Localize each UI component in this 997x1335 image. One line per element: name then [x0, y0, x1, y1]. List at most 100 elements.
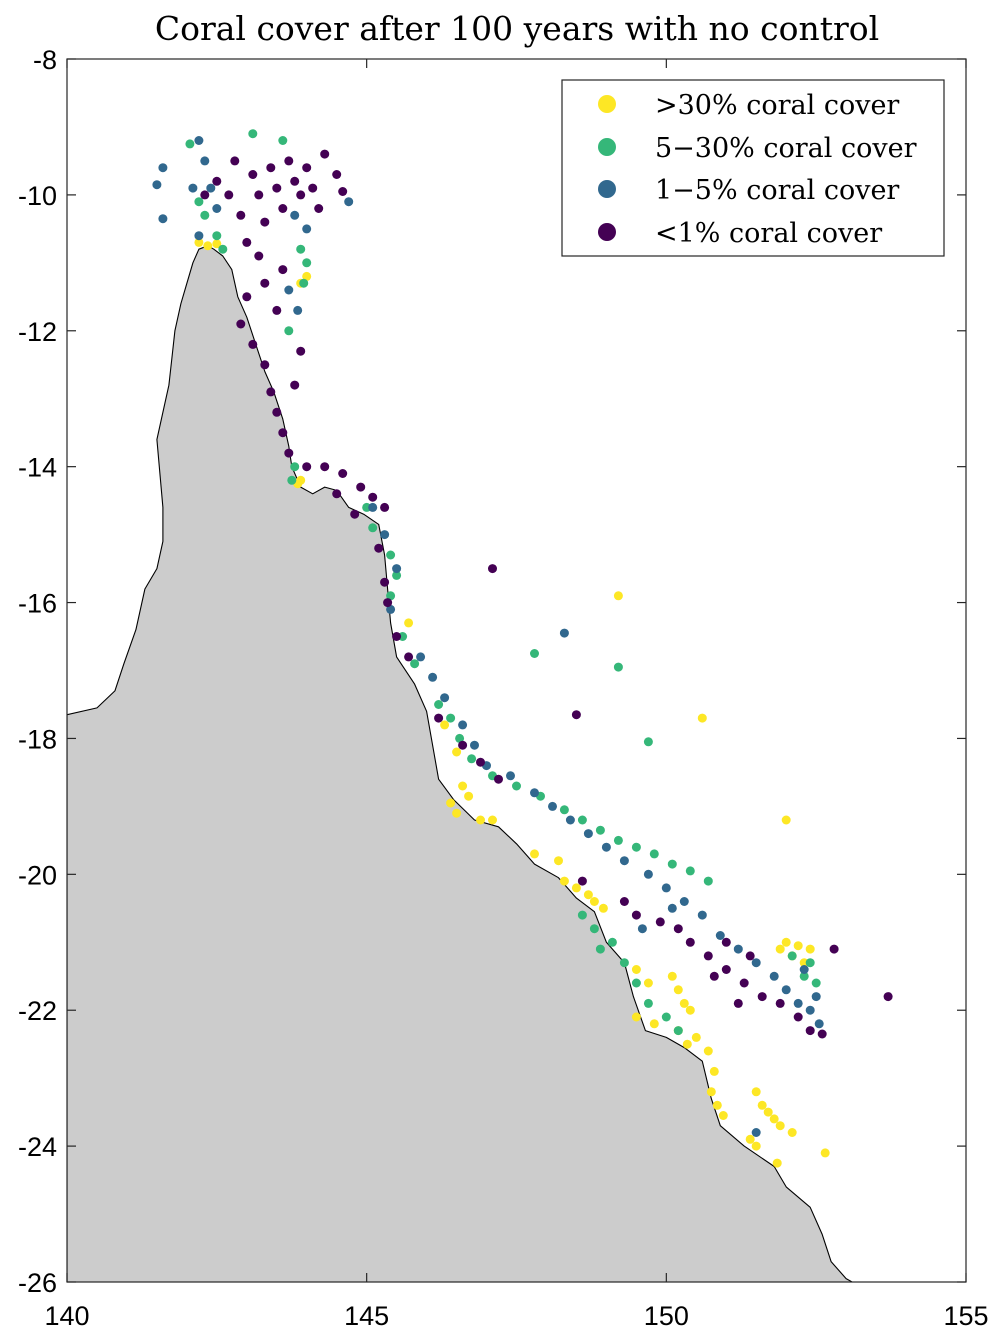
reef-point — [278, 136, 288, 145]
reef-point — [188, 183, 198, 193]
reef-point — [350, 509, 360, 519]
reef-point — [194, 197, 204, 207]
reef-point — [829, 944, 839, 954]
reef-point — [661, 883, 671, 893]
reef-point — [577, 815, 587, 825]
reef-point — [772, 1158, 782, 1168]
reef-point — [506, 771, 515, 781]
reef-point — [613, 835, 623, 845]
reef-point — [643, 978, 653, 988]
reef-point — [290, 462, 300, 472]
reef-point — [679, 998, 689, 1008]
reef-point — [601, 842, 611, 852]
reef-point — [548, 801, 557, 811]
reef-point — [805, 958, 815, 968]
reef-point — [751, 958, 761, 968]
y-tick-label: -22 — [18, 996, 57, 1026]
reef-point — [751, 1087, 761, 1097]
reef-point — [739, 978, 749, 988]
reef-point — [685, 1005, 695, 1015]
reef-point — [458, 740, 468, 750]
reef-point — [266, 163, 276, 173]
reef-point — [452, 808, 462, 818]
reef-point — [467, 754, 477, 764]
reef-point — [583, 890, 593, 900]
reef-point — [814, 1019, 824, 1029]
reef-point — [452, 747, 462, 757]
reef-point — [559, 628, 569, 638]
reef-point — [248, 129, 258, 139]
reef-point — [637, 924, 647, 934]
reef-point — [284, 326, 294, 336]
y-tick-label: -16 — [18, 589, 57, 619]
y-tick-label: -14 — [18, 453, 57, 483]
reef-point — [383, 598, 393, 608]
reef-point — [272, 183, 282, 193]
reef-point — [236, 319, 246, 329]
reef-point — [302, 462, 312, 472]
reef-point — [703, 876, 713, 886]
reef-point — [302, 224, 312, 234]
reef-point — [254, 190, 264, 200]
reef-point — [254, 251, 264, 261]
reef-point — [230, 156, 240, 166]
reef-point — [392, 570, 402, 580]
reef-point — [649, 849, 659, 859]
y-tick-label: -8 — [33, 45, 57, 75]
reef-point — [763, 1107, 773, 1117]
reef-point — [775, 944, 785, 954]
reef-point — [308, 183, 318, 193]
reef-point — [781, 937, 791, 947]
reef-point — [583, 829, 593, 839]
reef-point — [458, 781, 468, 791]
reef-point — [595, 944, 605, 954]
reef-point — [679, 897, 689, 906]
reef-point — [296, 244, 306, 254]
reef-point — [718, 1111, 728, 1120]
x-tick-label: 140 — [44, 1301, 89, 1331]
reef-point — [712, 1100, 722, 1110]
reef-point — [607, 937, 617, 947]
reef-point — [757, 1100, 767, 1110]
reef-point — [440, 693, 450, 703]
reef-point — [302, 258, 312, 268]
reef-point — [278, 204, 288, 213]
reef-point — [476, 815, 485, 825]
y-tick-label: -26 — [18, 1268, 57, 1298]
reef-point — [242, 237, 252, 247]
reef-point — [212, 204, 222, 213]
reef-point — [745, 951, 755, 961]
reef-point — [194, 136, 204, 145]
reef-point — [212, 231, 222, 241]
reef-point — [302, 163, 312, 173]
reef-point — [296, 475, 306, 485]
reef-point — [631, 965, 641, 974]
reef-point — [446, 713, 456, 723]
reef-point — [793, 998, 803, 1008]
reef-point — [368, 492, 378, 502]
reef-point — [278, 265, 288, 275]
reef-point — [799, 965, 809, 974]
reef-point — [494, 774, 503, 784]
reef-point — [200, 190, 210, 200]
reef-point — [488, 564, 497, 574]
reef-point — [793, 1012, 803, 1022]
reef-point — [392, 564, 402, 574]
reef-point — [757, 992, 767, 1002]
reef-point — [248, 339, 258, 349]
reef-point — [589, 924, 599, 934]
reef-point — [194, 231, 204, 241]
reef-point — [751, 1141, 761, 1151]
reef-point — [805, 1005, 815, 1015]
reef-point — [272, 305, 282, 315]
reef-point — [320, 149, 330, 159]
reef-point — [781, 985, 791, 995]
y-tick-label: -12 — [18, 317, 57, 347]
x-tick-label: 145 — [344, 1301, 389, 1331]
y-tick-label: -20 — [18, 860, 57, 890]
reef-point — [643, 869, 653, 879]
reef-point — [745, 1134, 755, 1144]
reef-point — [386, 550, 396, 560]
reef-point — [260, 360, 270, 370]
